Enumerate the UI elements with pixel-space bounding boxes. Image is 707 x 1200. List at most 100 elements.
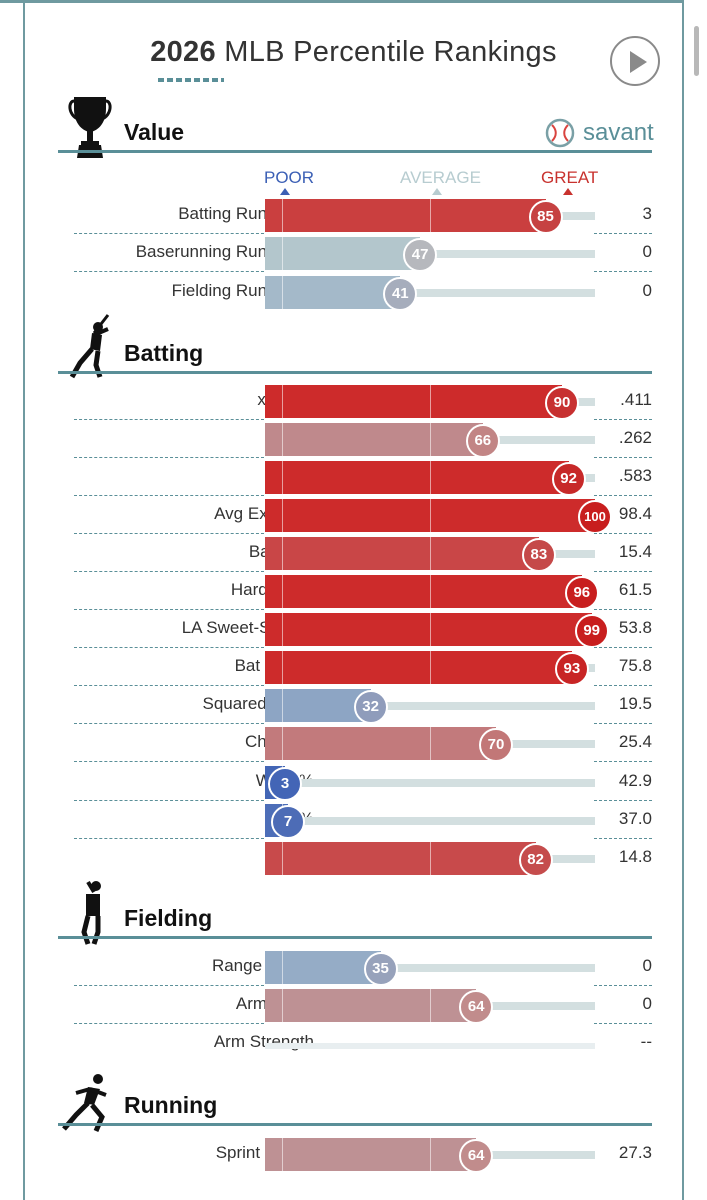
row-divider: [594, 838, 652, 839]
metric-row-arm-value[interactable]: Arm Value640: [58, 989, 652, 1024]
percentile-tick: [430, 423, 431, 456]
percentile-tick: [430, 727, 431, 760]
percentile-bar: [265, 423, 483, 456]
row-divider: [594, 723, 652, 724]
percentile-tick: [281, 499, 283, 532]
metric-row-bat-speed[interactable]: Bat Speed9375.8: [58, 651, 652, 686]
section-title-fielding: Fielding: [124, 905, 213, 931]
row-divider: [594, 800, 652, 801]
section-title-running: Running: [124, 1092, 218, 1118]
metric-name: Arm Strength: [213, 1032, 314, 1051]
row-divider: [74, 609, 264, 610]
percentile-badge[interactable]: 83: [521, 538, 556, 572]
metric-row-arm-strength[interactable]: Arm Strength --: [58, 1027, 652, 1059]
percentile-badge[interactable]: 35: [363, 952, 398, 986]
percentile-bar: [265, 199, 546, 232]
title-year: 2026: [150, 36, 216, 68]
percentile-track: [265, 779, 595, 787]
percentile-badge[interactable]: 64: [459, 1139, 494, 1173]
row-divider: [594, 533, 652, 534]
metric-row-k[interactable]: K %737.0: [58, 804, 652, 839]
metric-row-squared-up[interactable]: Squared-Up % 32 19.5: [58, 689, 652, 724]
legend-average-marker: [432, 188, 442, 195]
savant-label: savant: [583, 119, 654, 146]
metric-row-la-sweet-spot[interactable]: LA Sweet-Spot % 99 53.8: [58, 613, 652, 648]
percentile-badge[interactable]: 90: [545, 386, 579, 420]
metric-value: 0: [642, 281, 652, 300]
section-rule-batting: [58, 371, 652, 374]
percentile-tick: [281, 613, 283, 646]
percentile-bar: [265, 989, 477, 1022]
percentile-badge[interactable]: 92: [551, 462, 586, 496]
percentile-badge[interactable]: 82: [518, 843, 553, 877]
percentile-badge[interactable]: 64: [459, 990, 494, 1024]
percentile-tick: [430, 499, 431, 532]
percentile-badge[interactable]: 99: [574, 614, 609, 648]
scrollbar[interactable]: [694, 26, 699, 76]
percentile-tick: [281, 727, 283, 760]
percentile-tick: [281, 842, 283, 875]
percentile-tick: [430, 461, 431, 494]
metric-row-sprint-speed[interactable]: Sprint Speed6427.3: [58, 1138, 652, 1173]
play-button[interactable]: [610, 36, 660, 86]
percentile-track: [265, 817, 595, 825]
percentile-badge[interactable]: 96: [564, 576, 599, 610]
percentile-track: [265, 289, 595, 297]
percentile-tick: [281, 1138, 283, 1171]
metric-row-fielding-run-value[interactable]: Fielding Run Value 41 0: [58, 276, 652, 311]
percentile-badge[interactable]: 47: [403, 238, 438, 272]
percentile-tick: [281, 575, 283, 608]
percentile-badge[interactable]: 85: [528, 200, 563, 234]
metric-row-range-oaa[interactable]: Range (OAA) 35 0: [58, 951, 652, 986]
metric-row-batting-run-value[interactable]: Batting Run Value 85 3: [58, 199, 652, 234]
percentile-tick: [430, 385, 431, 418]
percentile-bar: [265, 842, 536, 875]
metric-value: 19.5: [618, 694, 652, 713]
percentile-badge[interactable]: 100: [578, 500, 612, 534]
legend-great: GREAT: [541, 168, 598, 195]
percentile-badge[interactable]: 70: [479, 728, 513, 762]
section-rule-value: [58, 150, 652, 153]
row-divider: [74, 457, 264, 458]
metric-row-xba[interactable]: xBA66.262: [58, 423, 652, 458]
metric-row-avg-exit-velo[interactable]: Avg Exit Velo10098.4: [58, 499, 652, 534]
percentile-badge[interactable]: 7: [271, 805, 306, 839]
row-divider: [594, 271, 652, 272]
percentile-bar: [265, 385, 562, 418]
percentile-badge[interactable]: 3: [268, 767, 302, 801]
row-divider: [594, 495, 652, 496]
metric-row-xwoba[interactable]: xwOBA90.411: [58, 385, 652, 420]
row-divider: [594, 457, 652, 458]
percentile-badge[interactable]: 66: [465, 424, 500, 458]
metric-row-baserunning-run-value[interactable]: Baserunning Run Value 47 0: [58, 237, 652, 272]
legend-average: AVERAGE: [400, 168, 481, 195]
page-title: 2026 MLB Percentile Rankings: [0, 36, 707, 69]
percentile-badge[interactable]: 32: [353, 690, 388, 724]
fielder-icon: [81, 880, 101, 945]
percentile-tick: [281, 199, 283, 232]
row-divider: [594, 685, 652, 686]
percentile-bar: [265, 727, 496, 760]
legend-poor-marker: [280, 188, 290, 195]
percentile-bar: [265, 237, 421, 270]
percentile-bar: [265, 499, 595, 532]
metric-value: 75.8: [618, 656, 652, 675]
metric-value: 0: [642, 242, 652, 261]
percentile-tick: [430, 537, 431, 570]
metric-row-xslg[interactable]: xSLG92.583: [58, 461, 652, 496]
metric-value: 98.4: [618, 504, 652, 523]
metric-row-whiff[interactable]: Whiff %342.9: [58, 766, 652, 801]
row-divider: [594, 985, 652, 986]
percentile-tick: [281, 276, 283, 309]
title-underline: [158, 78, 224, 82]
percentile-badge[interactable]: 93: [554, 652, 589, 686]
section-rule-running: [58, 1123, 652, 1126]
percentile-bar: [265, 461, 569, 494]
row-divider: [594, 761, 652, 762]
percentile-badge[interactable]: 41: [383, 277, 418, 311]
legend-average-label: AVERAGE: [400, 168, 481, 187]
